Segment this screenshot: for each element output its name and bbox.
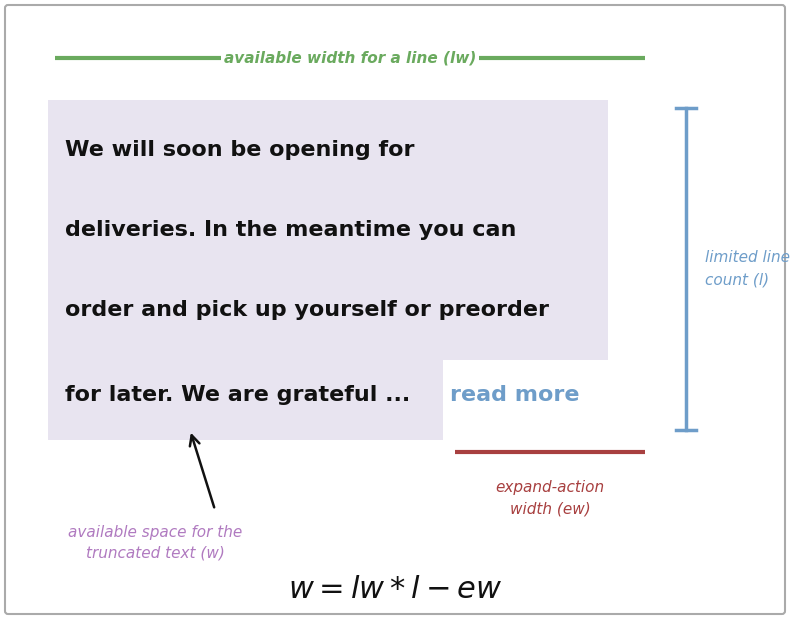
Text: order and pick up yourself or preorder: order and pick up yourself or preorder (65, 300, 549, 320)
Text: We will soon be opening for: We will soon be opening for (65, 140, 415, 160)
Text: deliveries. In the meantime you can: deliveries. In the meantime you can (65, 220, 517, 240)
Text: $w = lw * l - ew$: $w = lw * l - ew$ (288, 574, 502, 605)
FancyBboxPatch shape (5, 5, 785, 614)
Text: limited line
count (l): limited line count (l) (705, 251, 790, 288)
Text: expand-action
width (ew): expand-action width (ew) (495, 480, 604, 516)
Text: available space for the
truncated text (w): available space for the truncated text (… (68, 525, 242, 561)
Text: for later. We are grateful ...: for later. We are grateful ... (65, 385, 418, 405)
FancyBboxPatch shape (48, 360, 443, 440)
FancyBboxPatch shape (48, 100, 608, 360)
Text: available width for a line (lw): available width for a line (lw) (224, 51, 476, 66)
Text: read more: read more (450, 385, 580, 405)
